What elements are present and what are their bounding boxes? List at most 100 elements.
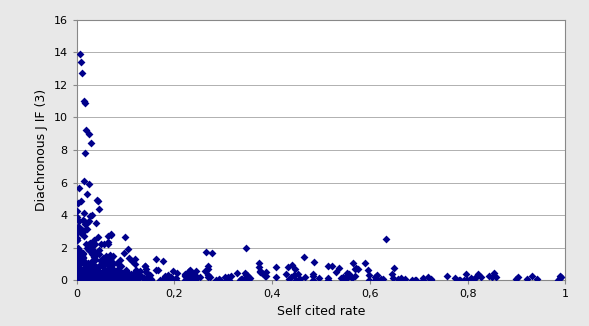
Point xyxy=(120,235,130,240)
Point xyxy=(190,274,199,279)
Point xyxy=(338,274,348,280)
Point xyxy=(116,277,125,282)
Point xyxy=(100,277,109,283)
Point xyxy=(72,252,82,257)
Point xyxy=(74,250,83,256)
Point xyxy=(489,270,499,275)
Point xyxy=(73,246,82,251)
Point xyxy=(107,262,117,267)
Point xyxy=(127,275,137,280)
Point xyxy=(345,272,354,277)
Point xyxy=(129,278,138,283)
Point xyxy=(232,270,241,275)
Point xyxy=(223,277,232,283)
Point xyxy=(488,274,497,279)
Point xyxy=(151,256,161,261)
Point xyxy=(257,270,267,275)
Point xyxy=(93,271,102,276)
Point xyxy=(97,276,106,281)
Point xyxy=(360,260,370,265)
Point xyxy=(87,266,96,272)
Point xyxy=(527,274,536,279)
Point xyxy=(260,274,269,279)
Point xyxy=(133,272,142,277)
Point xyxy=(74,277,84,282)
Point xyxy=(93,277,102,282)
Point xyxy=(94,276,104,281)
Point xyxy=(256,269,266,274)
Point xyxy=(474,272,483,277)
Point xyxy=(113,275,123,280)
Point xyxy=(107,255,116,260)
Point xyxy=(94,269,103,274)
Point xyxy=(78,268,88,273)
Point xyxy=(426,276,435,282)
Point xyxy=(442,274,451,279)
Point xyxy=(224,277,233,283)
Point xyxy=(79,274,88,279)
Point xyxy=(143,271,152,276)
Point xyxy=(115,267,124,273)
Point xyxy=(241,245,251,250)
Point xyxy=(123,246,133,251)
Point xyxy=(301,274,310,279)
Point xyxy=(104,276,113,281)
Point xyxy=(101,254,111,259)
Point xyxy=(97,276,107,281)
Point xyxy=(119,272,128,277)
Point xyxy=(76,198,85,203)
Point xyxy=(327,263,337,268)
Point xyxy=(240,270,250,275)
Point xyxy=(81,277,91,282)
Point xyxy=(349,260,358,265)
Point xyxy=(84,277,93,282)
Point xyxy=(423,274,433,279)
Point xyxy=(78,71,87,76)
Point xyxy=(190,276,199,281)
Point xyxy=(84,260,93,266)
Point xyxy=(93,264,102,270)
Point xyxy=(124,272,133,277)
Point xyxy=(470,276,479,281)
Point xyxy=(84,274,93,280)
Point xyxy=(74,272,84,277)
Point xyxy=(79,98,88,104)
Point xyxy=(201,249,210,255)
Point xyxy=(84,248,94,253)
Point xyxy=(99,270,108,275)
Point xyxy=(108,261,117,266)
Point xyxy=(75,225,84,230)
Point xyxy=(85,261,95,267)
Point xyxy=(72,257,82,262)
Point xyxy=(556,274,565,280)
Point xyxy=(81,277,90,282)
Point xyxy=(271,264,280,269)
Point xyxy=(334,265,343,271)
Point xyxy=(419,277,428,282)
Point xyxy=(105,276,115,281)
Point xyxy=(129,275,138,281)
Point xyxy=(75,275,84,280)
Point xyxy=(102,278,111,283)
Point xyxy=(185,267,194,272)
Point xyxy=(75,260,84,266)
Point xyxy=(284,264,293,270)
Point xyxy=(75,226,85,231)
Point xyxy=(477,274,486,279)
Point xyxy=(172,271,181,276)
Point xyxy=(131,277,140,282)
Point xyxy=(204,275,213,280)
Point xyxy=(75,268,85,273)
Point xyxy=(236,278,245,283)
Point xyxy=(92,270,101,275)
Point xyxy=(241,272,251,277)
Point xyxy=(85,241,95,246)
Point xyxy=(514,274,523,279)
Point xyxy=(141,269,151,274)
Point xyxy=(87,266,96,271)
Point xyxy=(100,276,110,282)
Point xyxy=(78,252,88,257)
Point xyxy=(96,258,105,263)
Point xyxy=(164,272,173,277)
Point xyxy=(187,271,197,276)
